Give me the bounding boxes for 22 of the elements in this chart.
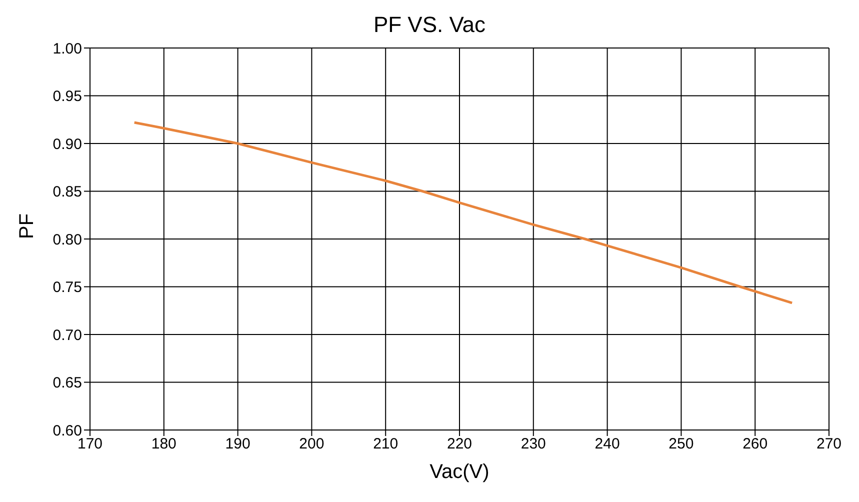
x-tick-label: 270 bbox=[816, 436, 842, 453]
y-tick-label: 0.75 bbox=[52, 279, 82, 296]
x-tick-label: 260 bbox=[742, 436, 768, 453]
x-tick-label: 210 bbox=[373, 436, 398, 453]
y-tick-label: 0.80 bbox=[52, 231, 82, 248]
y-tick-label: 0.85 bbox=[52, 184, 82, 201]
y-tick-label: 0.70 bbox=[52, 326, 82, 344]
y-tick-label: 0.90 bbox=[52, 136, 82, 153]
x-tick-label: 180 bbox=[151, 436, 176, 453]
chart-title: PF VS. Vac bbox=[372, 11, 487, 39]
x-tick-label: 250 bbox=[668, 436, 694, 453]
y-tick-label: 1.00 bbox=[52, 40, 82, 58]
x-tick-label: 230 bbox=[520, 436, 546, 453]
x-tick-label: 220 bbox=[446, 436, 472, 453]
x-tick-label: 240 bbox=[594, 436, 620, 453]
x-tick-label: 200 bbox=[299, 436, 324, 453]
y-tick-label: 0.95 bbox=[52, 88, 82, 106]
x-tick-label: 190 bbox=[225, 436, 250, 453]
line-series bbox=[133, 121, 794, 304]
x-axis-title: Vac(V) bbox=[430, 461, 490, 483]
y-axis-title: PF bbox=[16, 213, 38, 239]
y-tick-label: 0.65 bbox=[52, 374, 82, 392]
